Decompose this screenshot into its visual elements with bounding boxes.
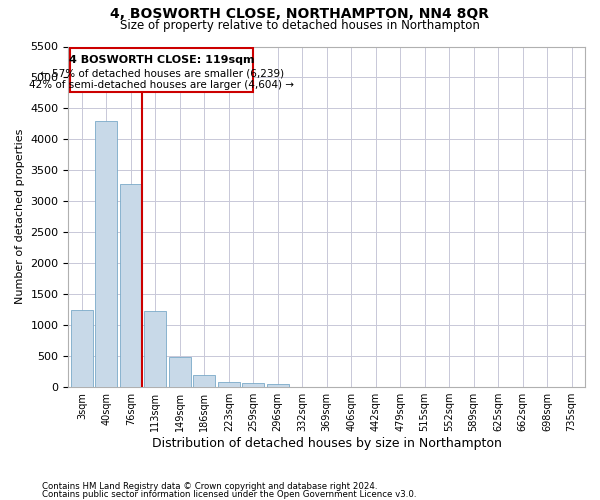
Bar xyxy=(71,310,93,387)
Bar xyxy=(267,384,289,387)
Bar xyxy=(242,382,264,387)
FancyBboxPatch shape xyxy=(70,48,253,92)
Text: 4 BOSWORTH CLOSE: 119sqm: 4 BOSWORTH CLOSE: 119sqm xyxy=(69,55,254,65)
Bar xyxy=(120,184,142,387)
Bar xyxy=(218,382,240,387)
X-axis label: Distribution of detached houses by size in Northampton: Distribution of detached houses by size … xyxy=(152,437,502,450)
Y-axis label: Number of detached properties: Number of detached properties xyxy=(15,129,25,304)
Bar xyxy=(95,121,118,387)
Text: ← 57% of detached houses are smaller (6,239): ← 57% of detached houses are smaller (6,… xyxy=(40,68,284,78)
Text: 42% of semi-detached houses are larger (4,604) →: 42% of semi-detached houses are larger (… xyxy=(29,80,294,90)
Text: Size of property relative to detached houses in Northampton: Size of property relative to detached ho… xyxy=(120,19,480,32)
Text: 4, BOSWORTH CLOSE, NORTHAMPTON, NN4 8QR: 4, BOSWORTH CLOSE, NORTHAMPTON, NN4 8QR xyxy=(110,8,490,22)
Bar xyxy=(169,358,191,387)
Text: Contains HM Land Registry data © Crown copyright and database right 2024.: Contains HM Land Registry data © Crown c… xyxy=(42,482,377,491)
Bar xyxy=(145,311,166,387)
Text: Contains public sector information licensed under the Open Government Licence v3: Contains public sector information licen… xyxy=(42,490,416,499)
Bar xyxy=(193,376,215,387)
